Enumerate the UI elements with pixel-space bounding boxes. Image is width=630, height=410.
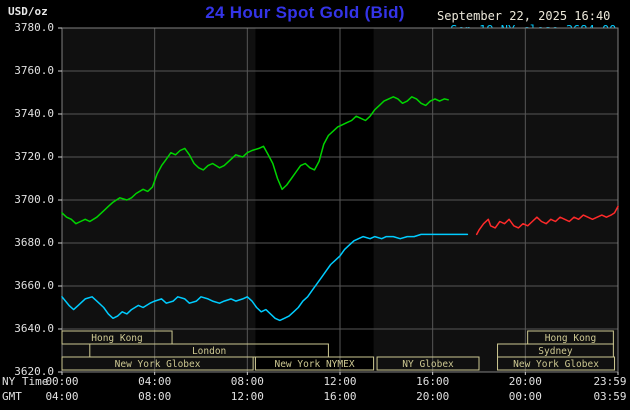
x-axis-row-label-nytime: NY Time: [2, 375, 49, 388]
session-label-hong-kong: Hong Kong: [91, 333, 142, 344]
series-line-sep-22-last: [61, 96, 449, 225]
session-box-ny-globex: [376, 356, 480, 371]
session-box-new-york-globex: [497, 356, 616, 371]
series-line-sep-19-ny-close: [61, 233, 469, 322]
y-axis-tick-label: 3620.0: [14, 365, 54, 378]
session-box-new-york-nymex: [254, 356, 375, 371]
x-axis-tick-label-nytime: 04:00: [138, 375, 172, 388]
y-axis-unit-label: USD/oz: [8, 5, 48, 18]
x-axis-row-label-gmt: GMT: [2, 390, 22, 403]
session-label-london: London: [192, 346, 226, 357]
y-axis-tick-label: 3720.0: [14, 150, 54, 163]
x-axis-tick-label-gmt: 03:59: [593, 390, 627, 403]
chart-title: 24 Hour Spot Gold (Bid): [205, 3, 405, 22]
x-axis-tick-label-nytime: 20:00: [508, 375, 542, 388]
x-axis-tick-label-nytime: 23:59: [593, 375, 627, 388]
y-axis-tick-label: 3760.0: [14, 64, 54, 77]
x-axis-tick-label-gmt: 20:00: [416, 390, 450, 403]
x-axis-tick-label-nytime: 00:00: [45, 375, 79, 388]
chart-timestamp: September 22, 2025 16:40: [437, 9, 611, 23]
y-axis-tick-label: 3660.0: [14, 279, 54, 292]
x-axis-tick-label-gmt: 08:00: [138, 390, 172, 403]
session-label-sydney: Sydney: [538, 346, 573, 357]
x-axis-tick-label-gmt: 16:00: [323, 390, 357, 403]
x-axis-tick-label-gmt: 04:00: [45, 390, 79, 403]
x-axis-tick-label-nytime: 08:00: [230, 375, 264, 388]
x-axis-tick-label-gmt: 00:00: [508, 390, 542, 403]
x-axis-tick-label-nytime: 16:00: [416, 375, 450, 388]
session-label-new-york-globex: New York Globex: [513, 359, 599, 370]
session-label-new-york-globex: New York Globex: [115, 359, 201, 370]
x-axis-tick-label-gmt: 12:00: [230, 390, 264, 403]
session-label-new-york-nymex: New York NYMEX: [274, 359, 354, 370]
y-axis-tick-label: 3680.0: [14, 236, 54, 249]
y-axis-tick-label: 3700.0: [14, 193, 54, 206]
session-box-new-york-globex: [61, 356, 254, 371]
session-label-ny-globex: NY Globex: [402, 359, 454, 370]
series-line-sep-21-sunday: [475, 205, 619, 236]
y-axis-tick-label: 3740.0: [14, 107, 54, 120]
y-axis-tick-label: 3780.0: [14, 21, 54, 34]
session-label-hong-kong: Hong Kong: [545, 333, 596, 344]
y-axis-tick-label: 3640.0: [14, 322, 54, 335]
x-axis-tick-label-nytime: 12:00: [323, 375, 357, 388]
